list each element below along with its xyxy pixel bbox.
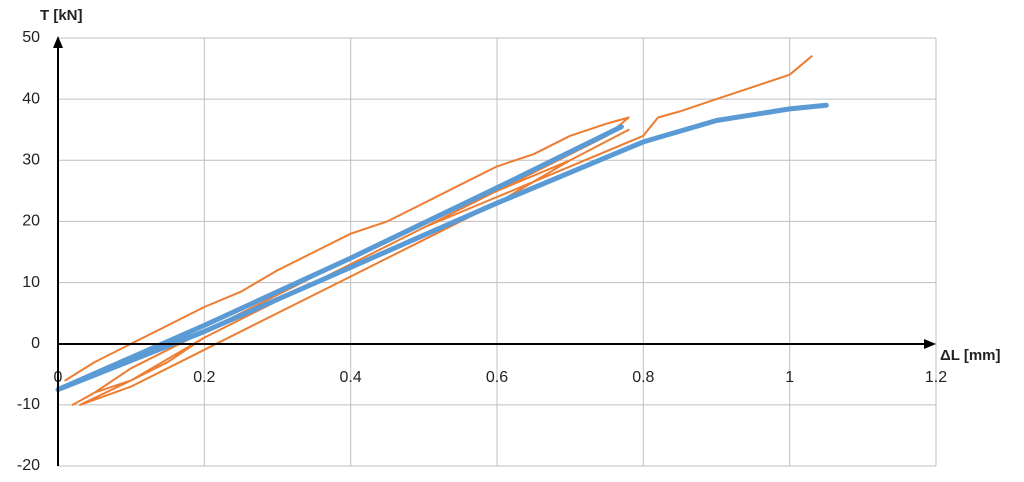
x-tick-label: 0.8 [632,369,654,386]
y-tick-label: -20 [17,457,40,474]
grid [57,37,937,467]
y-tick-label: 40 [22,90,40,107]
y-tick-label: 20 [22,213,40,230]
y-tick-label: 30 [22,152,40,169]
x-tick-label: 0.4 [340,369,362,386]
data-line [64,55,813,406]
x-tick-label: 1.2 [925,369,947,386]
x-tick-label: 0.6 [486,369,508,386]
x-axis-title: ΔL [mm] [940,347,1001,364]
x-tick-label: 1 [785,369,794,386]
y-tick-label: 0 [31,335,40,352]
x-axis-arrow [924,339,936,349]
x-tick-label: 0.2 [193,369,215,386]
y-tick-label: 50 [22,29,40,46]
y-tick-label: 10 [22,274,40,291]
plot-area [55,55,829,406]
y-axis-title: T [kN] [40,7,83,24]
data-line [55,102,829,393]
y-axis-arrow [53,36,63,48]
y-tick-label: -10 [17,396,40,413]
axes [53,36,936,466]
